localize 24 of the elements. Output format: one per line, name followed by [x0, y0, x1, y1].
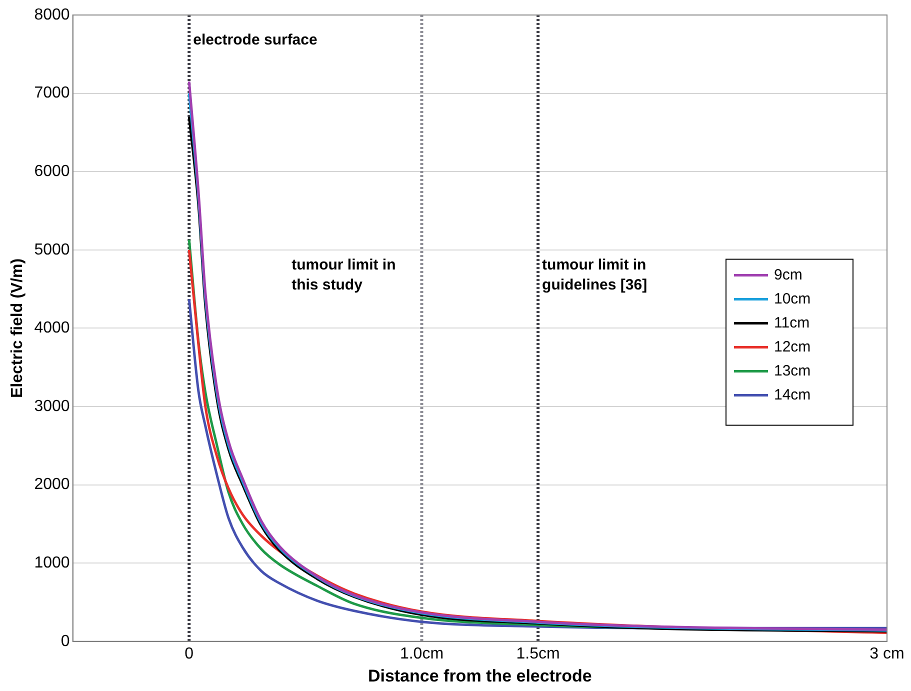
y-axis-title: Electric field (V/m)	[9, 258, 26, 398]
y-tick-label: 4000	[34, 320, 70, 337]
y-tick-label: 0	[60, 632, 70, 650]
legend-label: 13cm	[774, 362, 811, 380]
y-tick-label: 8000	[34, 6, 70, 24]
y-tick-label: 7000	[34, 84, 70, 102]
ref-line-label: electrode surface	[193, 32, 318, 49]
x-tick-label: 1.5cm	[516, 645, 560, 662]
legend-label: 14cm	[774, 386, 811, 404]
y-tick-label: 3000	[34, 398, 70, 415]
legend-label: 9cm	[774, 266, 802, 284]
y-tick-label: 1000	[34, 554, 70, 572]
y-tick-label: 6000	[34, 163, 70, 180]
x-axis-title: Distance from the electrode	[368, 666, 592, 686]
legend-label: 10cm	[774, 290, 811, 308]
ref-line-label: tumour limit in this study	[292, 256, 396, 294]
ref-line-label: tumour limit in guidelines [36]	[542, 256, 648, 294]
legend-label: 12cm	[774, 338, 811, 356]
x-tick-label: 3 cm	[870, 645, 904, 662]
y-tick-label: 5000	[34, 241, 70, 258]
x-tick-label: 0	[184, 645, 194, 662]
legend-label: 11cm	[774, 314, 810, 332]
x-tick-label: 1.0cm	[400, 645, 444, 662]
y-tick-label: 2000	[34, 476, 70, 494]
